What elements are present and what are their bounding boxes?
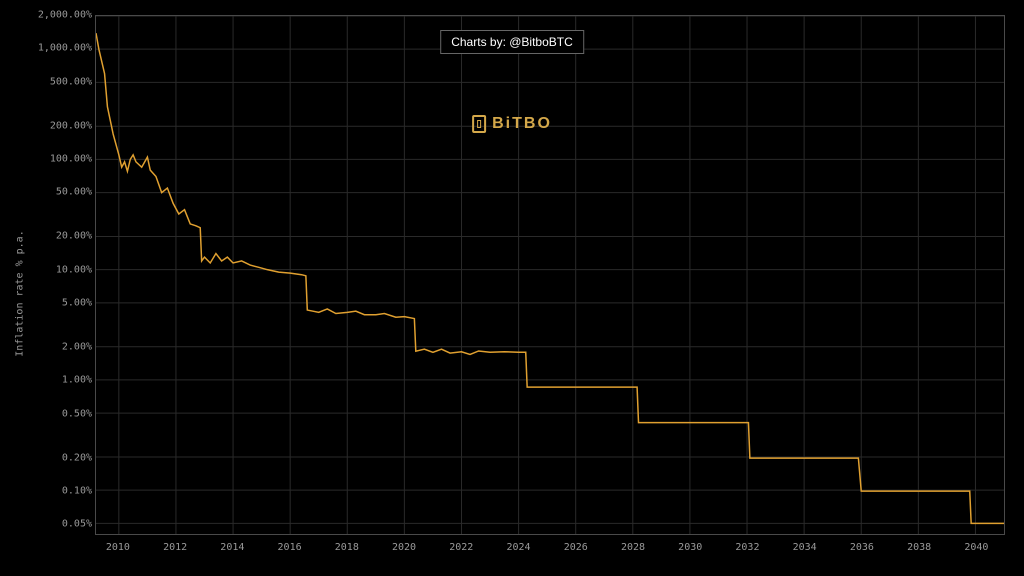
y-tick-label: 1.00% [62,375,92,386]
y-tick-label: 50.00% [56,187,92,198]
y-tick-label: 500.00% [50,76,92,87]
x-tick-label: 2034 [793,542,817,553]
x-tick-label: 2038 [907,542,931,553]
x-tick-label: 2032 [735,542,759,553]
chart-plot-area [95,15,1005,535]
attribution-box: Charts by: @BitboBTC [440,30,584,54]
x-tick-label: 2026 [564,542,588,553]
y-tick-label: 2.00% [62,341,92,352]
y-tick-label: 0.20% [62,452,92,463]
y-tick-label: 1,000.00% [38,43,92,54]
y-axis-label: Inflation rate % p.a. [15,230,26,356]
y-tick-label: 10.00% [56,264,92,275]
x-tick-label: 2022 [449,542,473,553]
brand-text: BiTBO [492,115,552,133]
y-tick-label: 200.00% [50,120,92,131]
x-tick-label: 2010 [106,542,130,553]
y-tick-label: 5.00% [62,297,92,308]
brand-logo: BiTBO [472,115,552,133]
y-tick-label: 0.50% [62,408,92,419]
x-tick-label: 2040 [964,542,988,553]
x-tick-label: 2012 [163,542,187,553]
y-tick-label: 0.05% [62,519,92,530]
x-tick-label: 2020 [392,542,416,553]
y-tick-label: 20.00% [56,231,92,242]
x-tick-label: 2016 [278,542,302,553]
y-tick-label: 0.10% [62,485,92,496]
x-tick-label: 2036 [850,542,874,553]
x-tick-label: 2018 [335,542,359,553]
x-tick-label: 2028 [621,542,645,553]
inflation-line [96,33,1004,523]
x-tick-label: 2024 [506,542,530,553]
x-tick-label: 2030 [678,542,702,553]
y-tick-label: 2,000.00% [38,9,92,20]
y-tick-label: 100.00% [50,153,92,164]
brand-icon [472,115,486,133]
x-tick-label: 2014 [220,542,244,553]
chart-line-svg [96,16,1004,534]
